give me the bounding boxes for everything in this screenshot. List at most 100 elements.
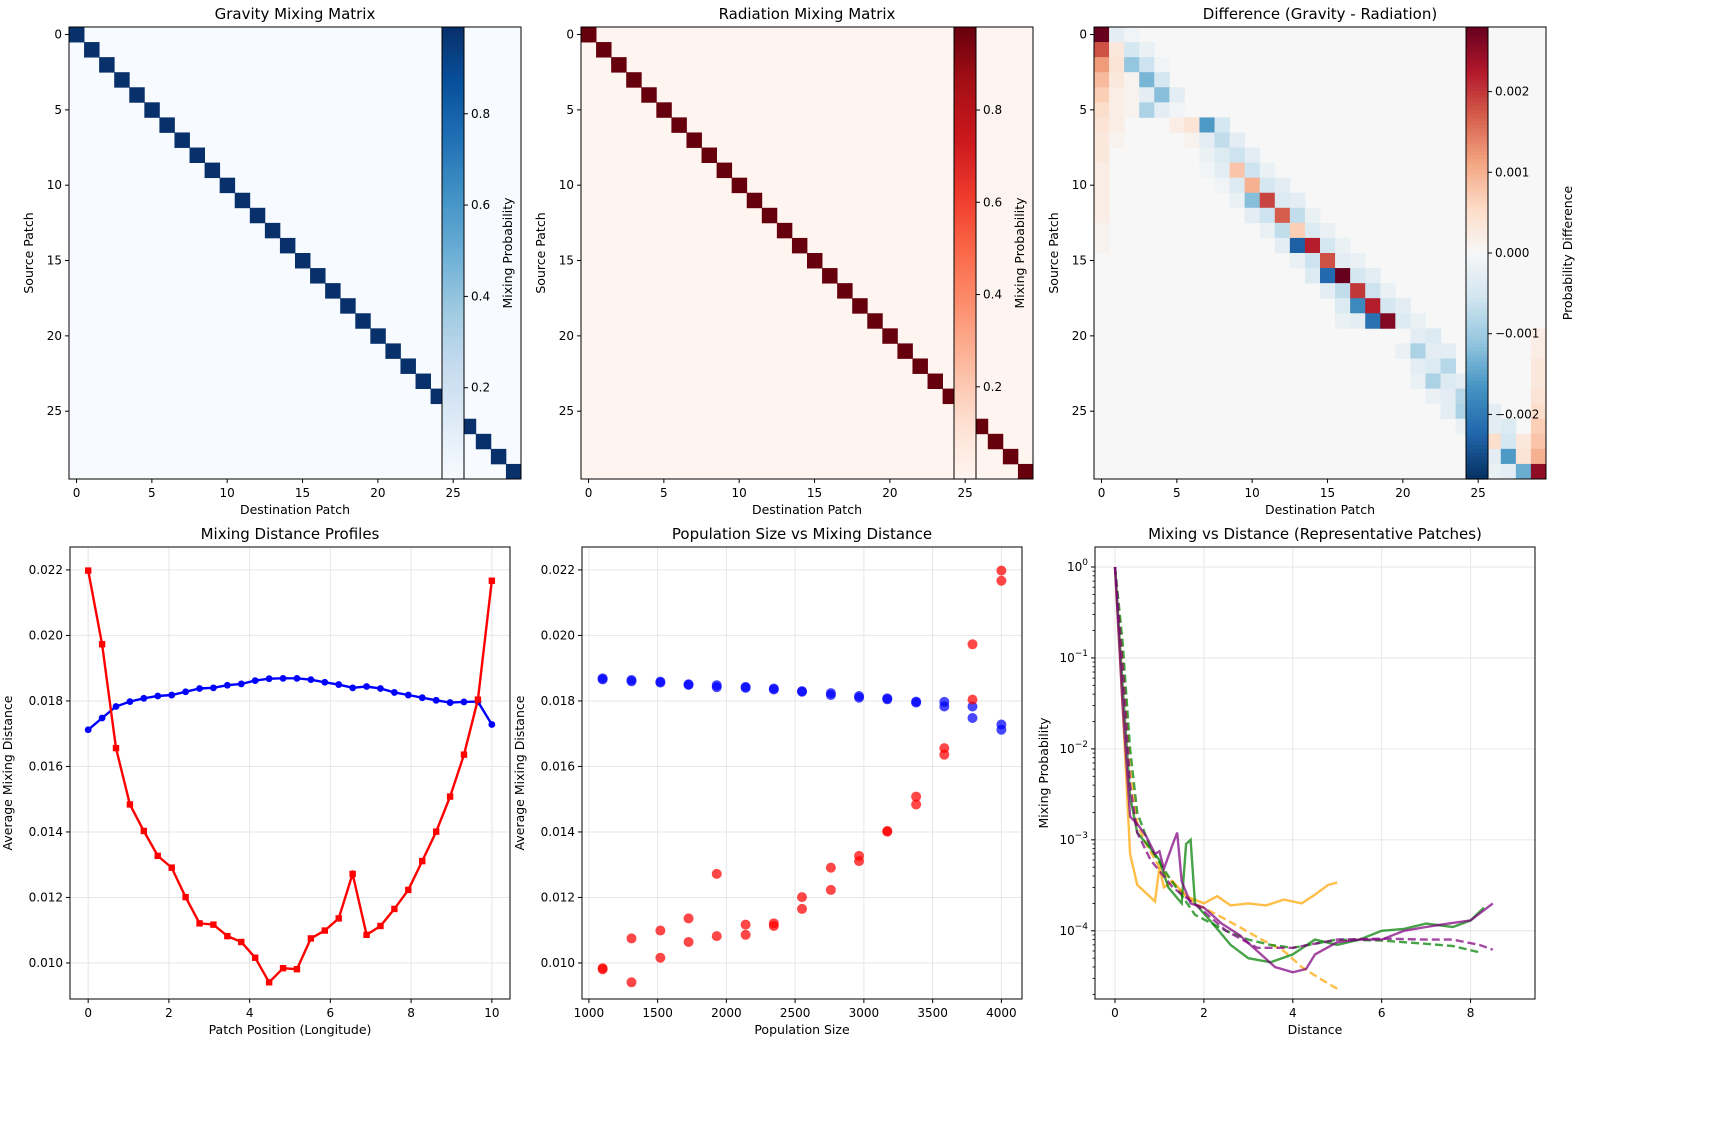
data-point xyxy=(335,915,342,922)
colorbar-segment xyxy=(954,230,976,235)
x-axis-tick-label: 0 xyxy=(73,486,81,500)
scatter-point xyxy=(854,856,865,867)
x-axis-tick-label: 2000 xyxy=(711,1006,742,1020)
heatmap-cell xyxy=(746,192,763,209)
heatmap-cell xyxy=(69,27,85,43)
colorbar-segment xyxy=(1466,366,1488,371)
heatmap-cell xyxy=(1380,283,1396,299)
data-point xyxy=(321,678,329,686)
colorbar-segment xyxy=(1466,222,1488,228)
colorbar-segment xyxy=(954,72,976,77)
colorbar-segment xyxy=(442,339,464,344)
colorbar-segment xyxy=(1466,260,1488,265)
scatter-point xyxy=(740,682,751,693)
colorbar-segment xyxy=(1466,441,1488,446)
colorbar-segment xyxy=(954,463,976,469)
x-axis-label: Destination Patch xyxy=(752,502,862,517)
colorbar-segment xyxy=(442,49,464,54)
heatmap-cell xyxy=(1229,192,1246,209)
scatter-point xyxy=(626,977,637,988)
colorbar-segment xyxy=(954,298,976,303)
colorbar-segment xyxy=(954,42,976,47)
heatmap-cell xyxy=(1154,72,1170,88)
data-point xyxy=(98,714,106,722)
colorbar-segment xyxy=(442,83,464,88)
heatmap-cell xyxy=(1530,388,1547,405)
y-axis-tick-label: 0.010 xyxy=(541,956,575,970)
colorbar-segment xyxy=(1466,38,1488,43)
colorbar-segment xyxy=(1466,241,1488,247)
heatmap-cell xyxy=(897,343,913,359)
colorbar-segment xyxy=(1466,245,1488,250)
colorbar-segment xyxy=(442,147,464,152)
heatmap-cell xyxy=(807,253,823,269)
colorbar-segment xyxy=(442,275,464,280)
colorbar-segment xyxy=(954,87,976,92)
colorbar-segment xyxy=(442,188,464,194)
colorbar-segment xyxy=(954,253,976,258)
colorbar-segment xyxy=(1466,147,1488,152)
heatmap-cell xyxy=(1214,162,1230,179)
heatmap-cell xyxy=(144,102,160,118)
heatmap-cell xyxy=(1425,388,1441,405)
colorbar-segment xyxy=(442,249,464,254)
heatmap-cell xyxy=(1395,298,1411,314)
heatmap-cell xyxy=(1365,268,1381,284)
colorbar-segment xyxy=(1466,433,1488,439)
data-point xyxy=(182,688,190,696)
colorbar-segment xyxy=(1466,60,1488,66)
colorbar-segment xyxy=(1466,324,1488,329)
colorbar-segment xyxy=(954,155,976,160)
x-axis-tick-label: 20 xyxy=(1395,486,1410,500)
colorbar-tick-label: 0.6 xyxy=(983,195,1002,209)
colorbar-segment xyxy=(1466,403,1488,409)
colorbar-segment xyxy=(954,30,976,36)
heatmap-cell xyxy=(1410,328,1426,344)
colorbar-segment xyxy=(954,94,976,100)
colorbar-segment xyxy=(1466,448,1488,454)
data-point xyxy=(251,677,259,685)
colorbar-segment xyxy=(442,158,464,164)
y-axis-label: Source Patch xyxy=(21,212,36,293)
colorbar-segment xyxy=(442,467,464,473)
data-point xyxy=(363,931,370,939)
data-point xyxy=(237,680,245,688)
heatmap-cell xyxy=(1109,102,1125,118)
x-axis-tick-label: 0 xyxy=(1111,1006,1119,1020)
colorbar-segment xyxy=(442,237,464,243)
heatmap-cell xyxy=(234,192,251,209)
heatmap-cell xyxy=(867,313,883,329)
colorbar-segment xyxy=(954,64,976,70)
colorbar-segment xyxy=(1466,75,1488,81)
colorbar-segment xyxy=(442,215,464,220)
colorbar-segment xyxy=(954,192,976,198)
heatmap-cell xyxy=(852,298,868,314)
heatmap-cell xyxy=(1485,403,1502,420)
y-axis-tick-label: 0 xyxy=(566,28,574,42)
data-point xyxy=(377,922,384,930)
colorbar-segment xyxy=(1466,72,1488,77)
heatmap-cell xyxy=(460,418,477,435)
heatmap-cell xyxy=(1124,72,1140,88)
colorbar-segment xyxy=(1466,392,1488,397)
x-axis-label: Patch Position (Longitude) xyxy=(209,1022,372,1037)
colorbar-segment xyxy=(954,396,976,401)
y-axis-tick-label: 0.016 xyxy=(541,759,575,773)
colorbar-segment xyxy=(1466,339,1488,344)
colorbar-segment xyxy=(1466,332,1488,337)
colorbar-segment xyxy=(1466,328,1488,333)
y-axis-label: Source Patch xyxy=(533,212,548,293)
heatmap-cell xyxy=(1320,222,1336,239)
colorbar-segment xyxy=(954,143,976,149)
heatmap-cell xyxy=(1380,313,1396,329)
colorbar-segment xyxy=(442,286,464,292)
heatmap-cell xyxy=(1199,147,1215,163)
colorbar-segment xyxy=(1466,53,1488,58)
colorbar-segment xyxy=(442,128,464,134)
colorbar-segment xyxy=(954,456,976,461)
axes-frame xyxy=(1094,546,1536,1000)
colorbar-segment xyxy=(1466,268,1488,273)
heatmap-cell xyxy=(1124,42,1140,58)
y-axis-tick-label: 0 xyxy=(1079,28,1087,42)
heatmap-cell xyxy=(1500,418,1517,435)
